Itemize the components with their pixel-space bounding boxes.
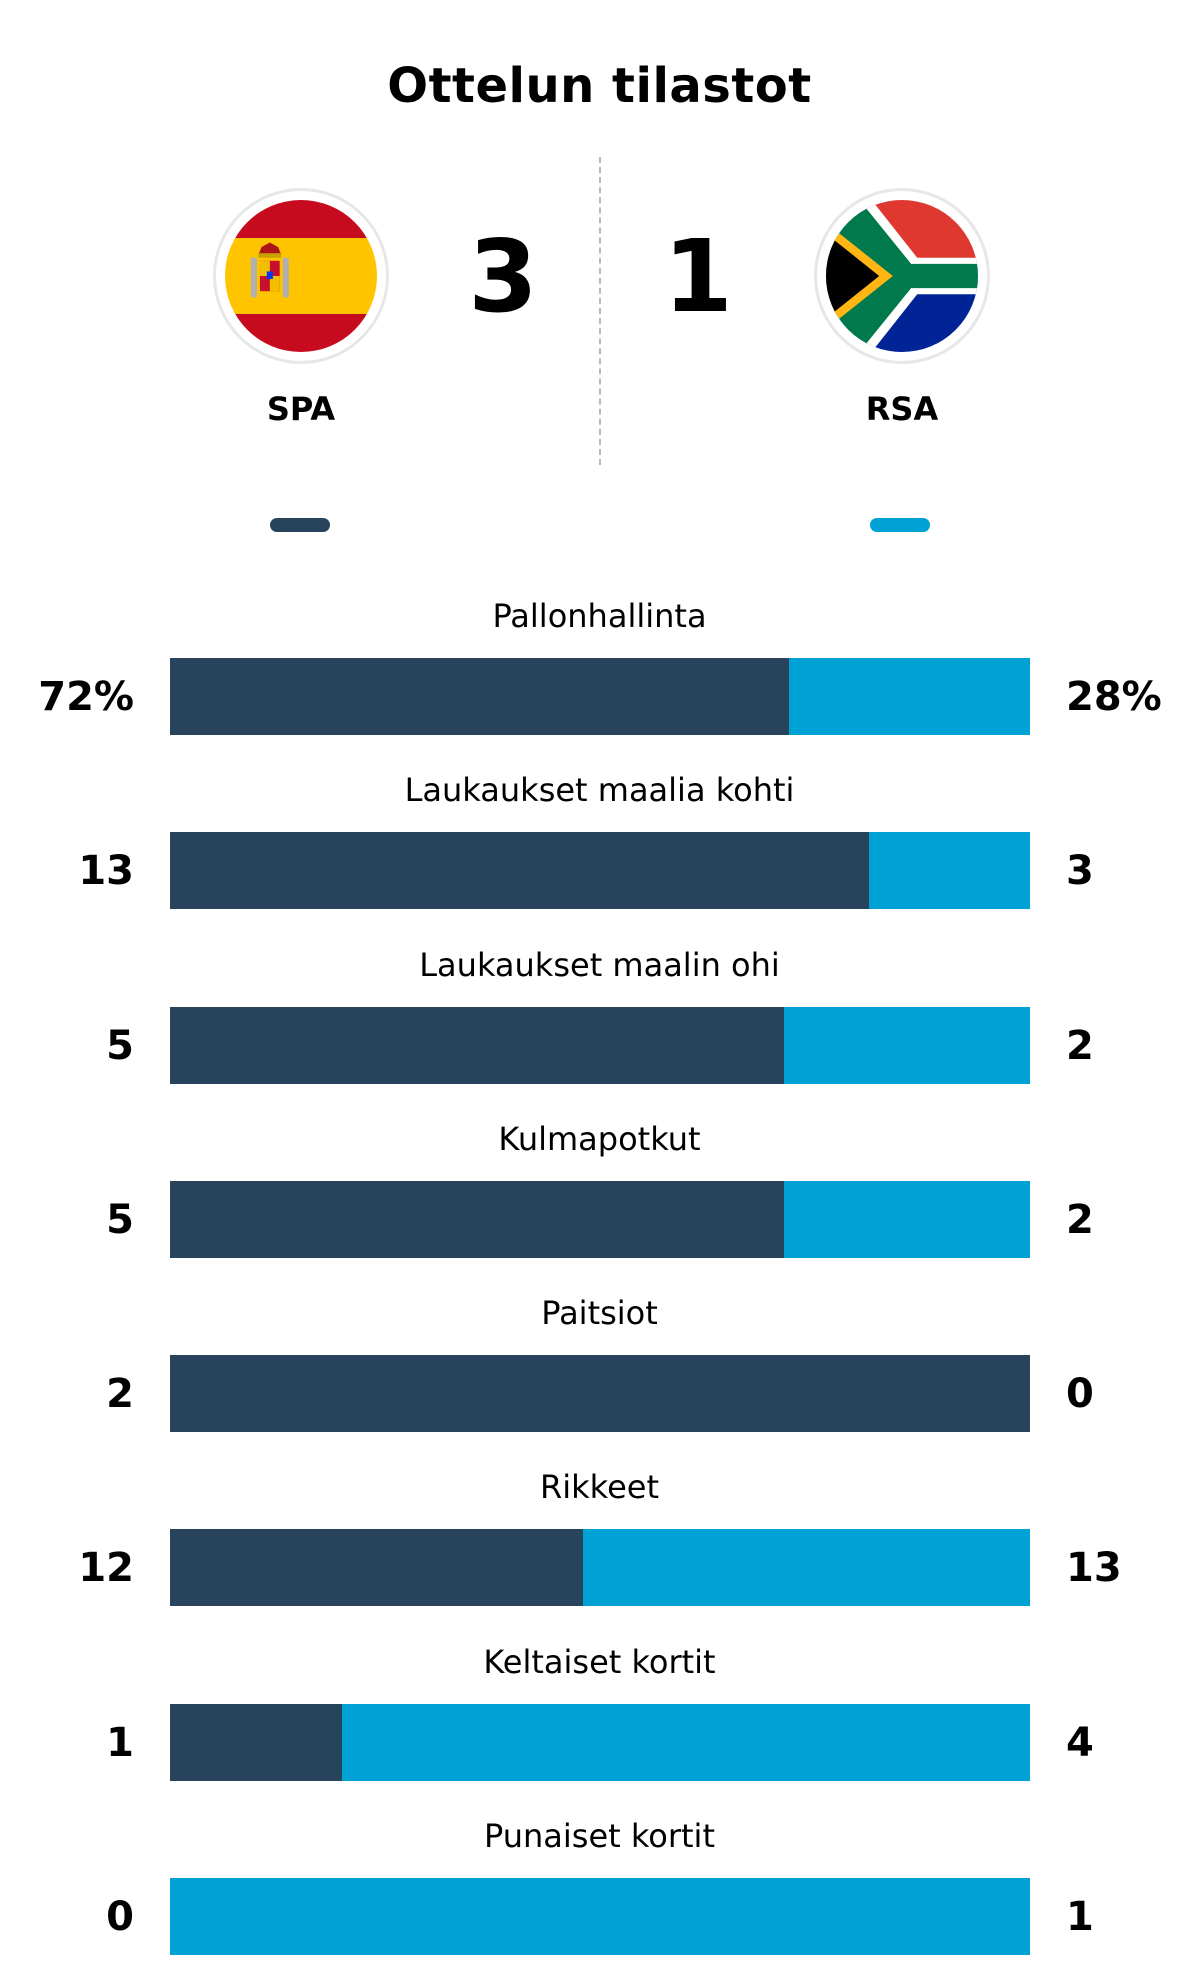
stat-away-value: 2 (1066, 1196, 1094, 1243)
stat-bar (170, 1878, 1030, 1956)
stat-row: Pallonhallinta 72% 28% (0, 585, 1199, 759)
stat-label: Rikkeet (540, 1468, 659, 1507)
stat-away-value: 13 (1066, 1545, 1122, 1592)
home-legend-swatch (270, 518, 330, 532)
home-team-abbr: SPA (266, 390, 336, 428)
stat-row: Keltaiset kortit 1 4 (0, 1631, 1199, 1805)
stat-bar (170, 658, 1030, 735)
stat-home-value: 72% (38, 674, 134, 720)
stat-bar (170, 1355, 1030, 1433)
stat-bar-home-segment (170, 1355, 1030, 1433)
stat-bar-away-segment (582, 1529, 1030, 1607)
stats-chart: Pallonhallinta 72% 28% Laukaukset maalia ko… (0, 585, 1199, 1979)
stat-label: Keltaiset kortit (483, 1642, 716, 1681)
stat-label: Pallonhallinta (492, 597, 707, 635)
stat-row: Rikkeet 12 13 (0, 1456, 1199, 1630)
page-title: Ottelun tilastot (387, 58, 812, 114)
stat-label: Paitsiot (541, 1294, 658, 1333)
stat-home-value: 5 (106, 1022, 134, 1069)
stat-bar-away-segment (784, 1006, 1030, 1084)
stat-home-value: 13 (78, 848, 134, 895)
stat-home-value: 5 (106, 1196, 134, 1243)
stat-bar (170, 1006, 1030, 1084)
stat-bar-away-segment (868, 832, 1030, 910)
stat-bar-home-segment (170, 1006, 785, 1084)
away-legend-swatch (870, 518, 930, 532)
stat-label: Laukaukset maalin ohi (419, 945, 780, 984)
stat-bar (170, 832, 1030, 910)
stat-bar-home-segment (170, 1529, 583, 1607)
stat-away-value: 4 (1066, 1719, 1094, 1766)
stat-away-value: 28% (1066, 674, 1162, 720)
stat-bar-away-segment (170, 1878, 1030, 1956)
away-score: 1 (663, 218, 733, 335)
stat-away-value: 3 (1066, 848, 1094, 895)
away-team-flag (814, 188, 990, 364)
score-divider (599, 157, 601, 465)
stat-bar-away-segment (342, 1703, 1030, 1781)
stat-bar (170, 1180, 1030, 1258)
stat-home-value: 0 (106, 1894, 134, 1941)
stat-home-value: 2 (106, 1371, 134, 1418)
stat-bar-away-segment (784, 1180, 1030, 1258)
stat-row: Paitsiot 2 0 (0, 1282, 1199, 1456)
stat-row: Laukaukset maalin ohi 5 2 (0, 934, 1199, 1108)
stat-bar (170, 1529, 1030, 1607)
stat-away-value: 0 (1066, 1371, 1094, 1418)
stat-away-value: 1 (1066, 1894, 1094, 1941)
south-africa-flag-icon (826, 200, 978, 352)
spain-flag-icon (225, 200, 377, 352)
stat-label: Kulmapotkut (498, 1119, 701, 1158)
stat-row: Kulmapotkut 5 2 (0, 1108, 1199, 1282)
stat-away-value: 2 (1066, 1022, 1094, 1069)
stat-bar-away-segment (789, 658, 1030, 735)
stat-bar-home-segment (170, 832, 869, 910)
stat-bar-home-segment (170, 658, 790, 735)
stat-bar-home-segment (170, 1180, 785, 1258)
stat-bar-home-segment (170, 1703, 342, 1781)
home-team-flag (213, 188, 389, 364)
stat-row: Punaiset kortit 0 1 (0, 1805, 1199, 1979)
stat-home-value: 12 (78, 1545, 134, 1592)
away-team-abbr: RSA (865, 390, 939, 428)
stat-bar (170, 1703, 1030, 1781)
stat-label: Laukaukset maalia kohti (404, 771, 795, 810)
stat-label: Punaiset kortit (484, 1817, 715, 1856)
stat-row: Laukaukset maalia kohti 13 3 (0, 759, 1199, 933)
stat-home-value: 1 (106, 1719, 134, 1766)
home-score: 3 (468, 218, 538, 335)
